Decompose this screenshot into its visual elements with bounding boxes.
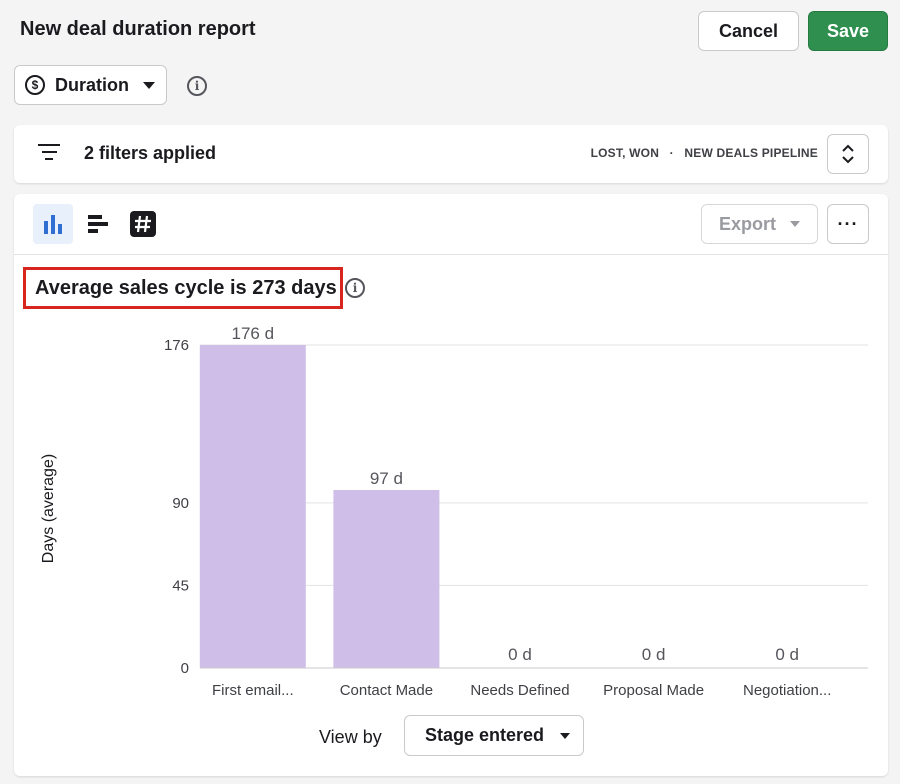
- data-label: 0 d: [508, 645, 532, 664]
- cancel-button[interactable]: Cancel: [698, 11, 799, 51]
- view-by-selected: Stage entered: [425, 725, 545, 745]
- more-options-button[interactable]: ···: [827, 204, 869, 244]
- x-tick-label: First email...: [212, 682, 294, 699]
- dollar-circle-icon: $: [25, 75, 45, 95]
- bar-chart: 0 45 90 176 Days (average) 176 d First email..…: [40, 324, 868, 699]
- vertical-bar-chart-icon[interactable]: [33, 204, 73, 244]
- bar: [199, 345, 306, 668]
- number-summary-icon[interactable]: [123, 204, 163, 244]
- filters-applied-label[interactable]: 2 filters applied: [84, 143, 217, 163]
- y-tick-label: 0: [181, 660, 189, 677]
- export-button[interactable]: Export: [701, 204, 818, 244]
- filter-statuses: LOST, WON: [590, 146, 660, 160]
- filter-separator: ·: [669, 146, 674, 160]
- duration-dropdown-label: Duration: [55, 74, 129, 95]
- x-tick-label: Negotiation...: [743, 682, 831, 699]
- page-title: New deal duration report: [20, 18, 256, 40]
- data-label: 0 d: [642, 645, 666, 664]
- horizontal-bar-chart-icon[interactable]: [78, 204, 118, 244]
- y-tick-label: 176: [164, 337, 189, 354]
- x-tick-label: Proposal Made: [603, 682, 704, 699]
- y-axis-label: Days (average): [40, 454, 57, 563]
- filter-lines-icon[interactable]: [38, 144, 60, 162]
- data-label: 176 d: [232, 324, 275, 343]
- save-button[interactable]: Save: [808, 11, 888, 51]
- y-tick-label: 45: [172, 577, 189, 594]
- report-chart-card: Export ··· Average sales cycle is 273 da…: [14, 194, 888, 776]
- expand-filters-button[interactable]: [827, 134, 869, 174]
- caret-down-icon: [143, 81, 155, 89]
- filter-bar: 2 filters applied LOST, WON · NEW DEALS …: [14, 125, 888, 183]
- data-label: 97 d: [370, 469, 403, 488]
- view-by-label: View by: [319, 727, 382, 747]
- bar: [333, 489, 440, 668]
- export-label: Export: [718, 213, 776, 234]
- view-by-dropdown[interactable]: Stage entered: [404, 715, 584, 756]
- filter-summary: LOST, WON · NEW DEALS PIPELINE: [591, 146, 818, 160]
- y-tick-label: 90: [172, 495, 189, 512]
- info-icon[interactable]: i: [345, 278, 365, 298]
- caret-down-icon: [560, 732, 571, 739]
- info-icon[interactable]: i: [187, 76, 207, 96]
- x-tick-label: Needs Defined: [470, 682, 569, 699]
- x-tick-label: Contact Made: [340, 682, 433, 699]
- duration-dropdown[interactable]: $ Duration: [14, 65, 167, 105]
- caret-down-icon: [790, 221, 800, 227]
- chevron-up-down-icon: [842, 144, 854, 164]
- toolbar-divider: [14, 254, 888, 255]
- data-label: 0 d: [775, 645, 799, 664]
- summary-headline: Average sales cycle is 273 days: [23, 267, 343, 309]
- filter-pipeline: NEW DEALS PIPELINE: [684, 146, 818, 160]
